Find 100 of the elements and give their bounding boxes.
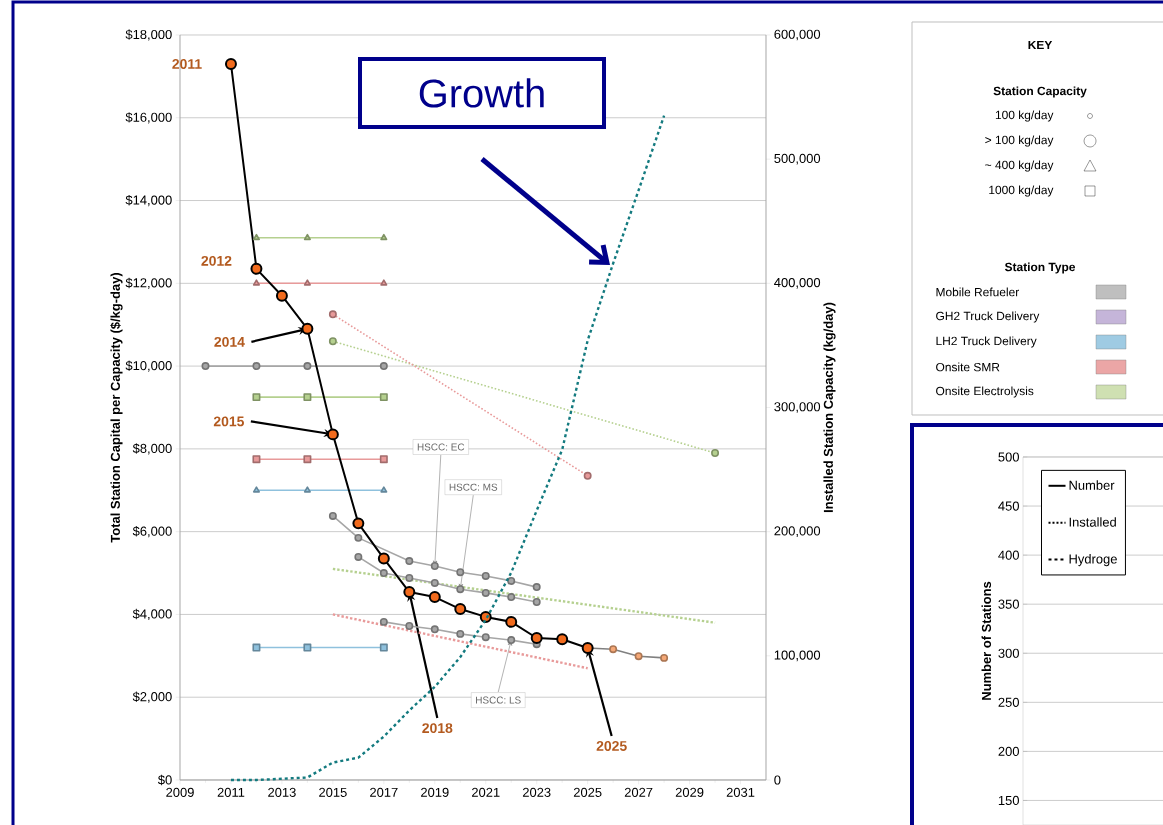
point xyxy=(405,622,414,631)
text: 100 kg/day xyxy=(995,110,1054,122)
annotation: HSCC: EC xyxy=(417,443,465,451)
text: Station Type xyxy=(1004,262,1076,274)
annotation: 2015 xyxy=(213,416,244,427)
x-tick-label: 2017 xyxy=(370,787,398,797)
point xyxy=(405,557,414,566)
annotation: Growth xyxy=(419,78,544,108)
y-tick-label: $10,000 xyxy=(125,360,172,372)
x-tick-label: 2009 xyxy=(166,787,194,797)
text: Onsite SMR xyxy=(936,362,1000,372)
y-tick-label: $4,000 xyxy=(132,608,172,621)
y-tick-label: $8,000 xyxy=(132,443,172,455)
point xyxy=(201,362,210,371)
y2-tick-label: 100,000 xyxy=(774,650,821,662)
y2-axis-title: Installed Station Capacity (kg/day) xyxy=(823,302,836,513)
text: 1000 kg/day xyxy=(989,185,1054,197)
y-axis-title: Number of Stations xyxy=(981,581,992,700)
point xyxy=(352,517,365,530)
point xyxy=(454,603,467,616)
x-tick-label: 2031 xyxy=(726,787,755,797)
point xyxy=(456,629,465,638)
point xyxy=(379,617,388,626)
point xyxy=(507,593,516,602)
y-tick-label: 500 xyxy=(998,452,1019,462)
point xyxy=(303,486,311,493)
point xyxy=(405,574,414,582)
point xyxy=(379,643,388,652)
y2-tick-label: 400,000 xyxy=(774,277,821,289)
point xyxy=(532,598,541,606)
annotation: 2018 xyxy=(422,723,453,734)
text: Station Capacity xyxy=(993,86,1087,98)
point xyxy=(428,591,441,604)
point xyxy=(456,585,465,594)
y-tick-label: 250 xyxy=(998,697,1019,707)
y-tick-label: $18,000 xyxy=(125,29,172,41)
x-tick-label: 2019 xyxy=(421,787,449,797)
point xyxy=(380,233,388,241)
point xyxy=(379,455,388,464)
text: ~ 400 kg/day xyxy=(985,160,1054,172)
point xyxy=(252,643,261,652)
text: Mobile Refueler xyxy=(936,287,1020,297)
y-tick-label: $0 xyxy=(157,774,172,786)
y-tick-label: 200 xyxy=(998,746,1019,756)
point xyxy=(303,455,312,464)
point xyxy=(556,633,569,646)
y2-tick-label: 200,000 xyxy=(774,526,821,537)
point xyxy=(660,653,669,662)
point xyxy=(430,578,439,587)
point xyxy=(583,471,592,480)
point xyxy=(379,569,388,578)
point xyxy=(252,362,261,371)
y-axis-title: Total Station Capital per Capacity ($/kg-day) xyxy=(110,272,123,543)
y-tick-label: $14,000 xyxy=(125,194,172,207)
annotation: 2014 xyxy=(214,336,245,347)
text: GH2 Truck Delivery xyxy=(936,311,1040,323)
point xyxy=(507,636,516,645)
y-tick-label: $2,000 xyxy=(132,691,172,703)
point xyxy=(532,583,541,592)
point xyxy=(379,362,388,371)
point xyxy=(250,262,263,275)
point xyxy=(328,337,337,346)
y-tick-label: $12,000 xyxy=(125,277,172,289)
y2-tick-label: 0 xyxy=(774,775,781,785)
y-tick-label: 300 xyxy=(998,648,1019,658)
text: LH2 Truck Delivery xyxy=(936,336,1037,348)
point xyxy=(403,586,416,599)
point xyxy=(380,486,388,493)
annotation: HSCC: LS xyxy=(476,696,521,704)
annotation: 2012 xyxy=(201,255,232,266)
x-tick-label: 2015 xyxy=(319,787,347,797)
x-tick-label: 2029 xyxy=(675,787,704,797)
point xyxy=(380,279,388,286)
point xyxy=(303,393,312,402)
point xyxy=(303,362,312,371)
point xyxy=(530,632,543,644)
x-tick-label: 2011 xyxy=(217,787,245,797)
point xyxy=(430,625,439,634)
text: Onsite Electrolysis xyxy=(936,386,1034,398)
text: KEY xyxy=(1028,40,1053,50)
point xyxy=(303,643,312,652)
y-tick-label: 350 xyxy=(998,599,1019,609)
point xyxy=(481,633,490,642)
x-tick-label: 2021 xyxy=(472,787,500,797)
point xyxy=(481,588,490,597)
point xyxy=(377,552,390,565)
point xyxy=(252,233,261,241)
point xyxy=(328,511,337,520)
point xyxy=(481,571,490,580)
y-tick-label: 400 xyxy=(998,550,1019,560)
x-tick-label: 2013 xyxy=(268,787,296,797)
legend-label: Hydroge xyxy=(1069,554,1117,567)
y-tick-label: $6,000 xyxy=(132,526,172,538)
point xyxy=(303,233,311,241)
point xyxy=(303,279,311,286)
y2-tick-label: 300,000 xyxy=(774,402,821,413)
point xyxy=(328,310,337,319)
y2-tick-label: 600,000 xyxy=(774,29,821,41)
annotation: HSCC: MS xyxy=(449,483,498,491)
point xyxy=(252,393,261,402)
